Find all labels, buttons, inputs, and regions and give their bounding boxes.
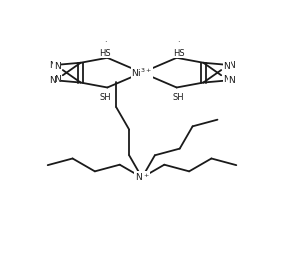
- Text: N: N: [54, 62, 60, 70]
- Text: N: N: [223, 62, 230, 70]
- Text: N: N: [229, 76, 235, 85]
- Text: N: N: [54, 75, 60, 84]
- Text: N$^+$: N$^+$: [135, 172, 149, 183]
- Text: N: N: [223, 75, 230, 84]
- Text: N: N: [229, 61, 235, 70]
- Text: N: N: [49, 61, 55, 70]
- Text: SH: SH: [99, 93, 111, 102]
- Text: ·
HS: · HS: [99, 38, 111, 58]
- Text: N: N: [49, 76, 55, 85]
- Text: SH: SH: [173, 93, 184, 102]
- Text: ·
HS: · HS: [173, 38, 184, 58]
- Text: Ni$^{3+}$: Ni$^{3+}$: [131, 66, 152, 79]
